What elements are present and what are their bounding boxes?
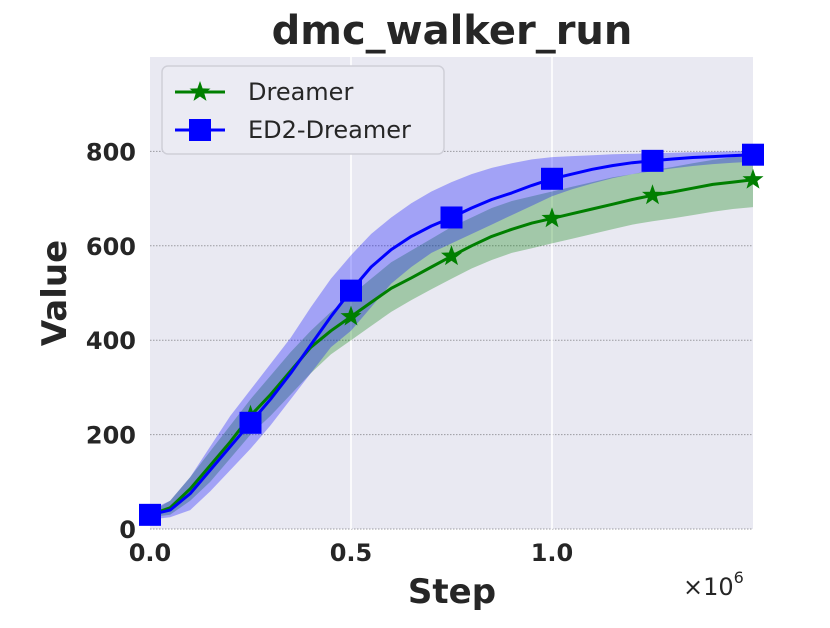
legend-label: ED2-Dreamer <box>248 116 411 144</box>
square-marker <box>541 167 563 190</box>
x-tick-label: 1.0 <box>531 539 574 567</box>
x-tick-label: 0.5 <box>330 539 373 567</box>
square-marker <box>239 411 262 434</box>
chart-title: dmc_walker_run <box>272 8 633 54</box>
y-tick-label: 800 <box>86 138 136 166</box>
x-axis-ticks: 0.0 0.5 1.0 <box>129 539 574 567</box>
x-offset-exponent: 6 <box>734 568 744 587</box>
legend: Dreamer ED2-Dreamer <box>161 65 445 155</box>
x-axis-label: Step <box>408 572 496 612</box>
x-offset-base: ×10 <box>683 573 734 601</box>
series-markers <box>139 143 764 526</box>
y-axis-label: Value <box>35 240 75 346</box>
y-axis-ticks: 0 200 400 600 800 <box>86 138 136 544</box>
y-tick-label: 600 <box>86 233 136 261</box>
star-marker <box>541 207 563 228</box>
y-tick-label: 200 <box>86 422 136 450</box>
legend-box <box>161 65 445 155</box>
square-marker <box>742 143 764 166</box>
x-axis-offset-label: ×106 <box>683 568 744 601</box>
legend-square-marker <box>189 119 211 141</box>
square-marker <box>340 279 362 302</box>
star-marker <box>441 245 462 266</box>
legend-label: Dreamer <box>248 78 353 106</box>
x-tick-label: 0.0 <box>129 539 172 567</box>
square-marker <box>440 206 463 229</box>
star-marker <box>642 184 663 205</box>
star-marker <box>340 305 362 326</box>
square-marker <box>641 149 664 172</box>
y-tick-label: 400 <box>86 327 136 355</box>
y-tick-label: 0 <box>119 516 136 544</box>
legend-star-marker <box>189 81 211 101</box>
star-marker <box>742 168 764 189</box>
square-marker <box>139 503 161 526</box>
